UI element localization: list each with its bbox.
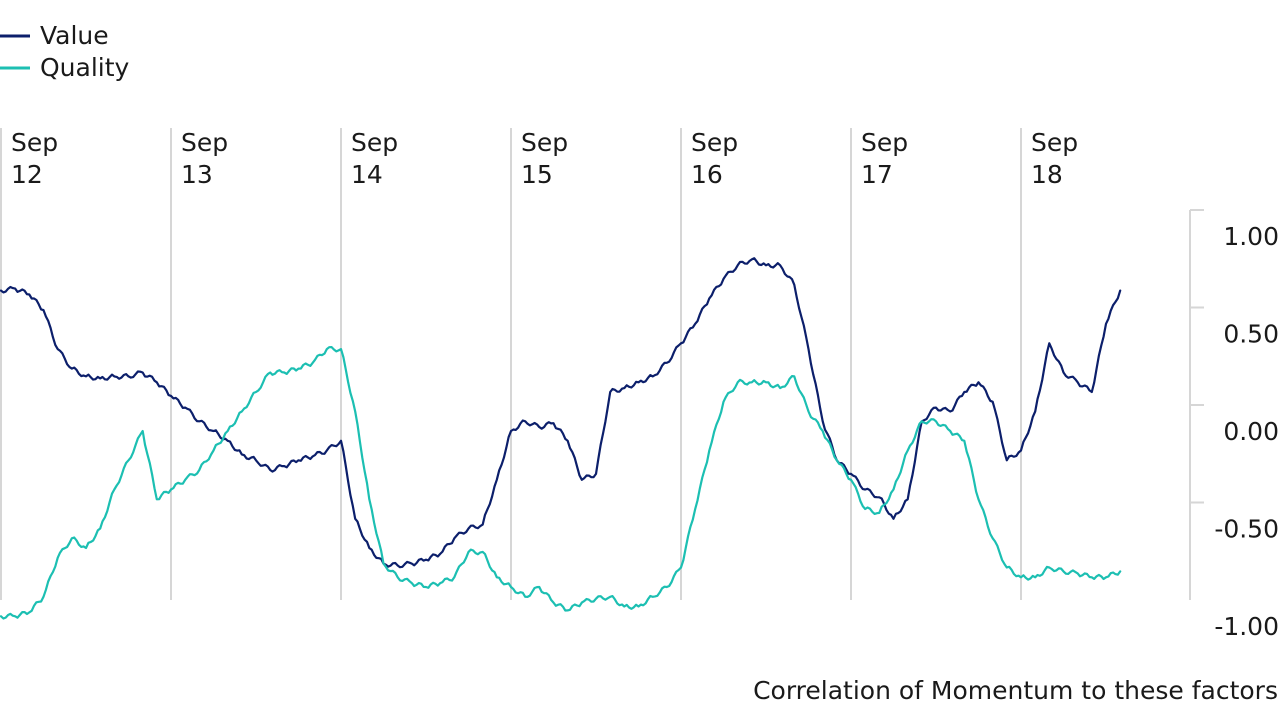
x-tick-month: Sep: [11, 128, 58, 157]
x-tick-year: 17: [861, 160, 893, 189]
chart-caption: Correlation of Momentum to these factors: [753, 676, 1278, 705]
x-tick-month: Sep: [861, 128, 908, 157]
y-axis: 1.00 0.50 0.00 -0.50 -1.00: [1189, 209, 1279, 641]
y-tick-label: 0.00: [1223, 417, 1279, 446]
x-tick-year: 14: [351, 160, 383, 189]
y-tick-label: 0.50: [1223, 320, 1279, 349]
y-tick-label: -1.00: [1214, 612, 1279, 641]
x-axis-tick-labels: Sep 12 Sep 13 Sep 14 Sep 15 Sep 16 Sep 17 Sep 18: [11, 128, 1078, 189]
x-tick-year: 16: [691, 160, 723, 189]
x-tick-year: 18: [1031, 160, 1063, 189]
x-tick-year: 13: [181, 160, 213, 189]
y-tick-label: -0.50: [1214, 515, 1279, 544]
x-tick-year: 12: [11, 160, 43, 189]
x-tick-year: 15: [521, 160, 553, 189]
x-tick-month: Sep: [351, 128, 398, 157]
legend: Value Quality: [0, 21, 130, 82]
legend-label-quality: Quality: [40, 53, 130, 82]
series-line-value: [0, 257, 1122, 569]
y-tick-label: 1.00: [1223, 222, 1279, 251]
series-lines: [0, 257, 1122, 620]
x-tick-month: Sep: [691, 128, 738, 157]
x-tick-month: Sep: [521, 128, 568, 157]
gridlines: [0, 128, 1022, 600]
x-tick-month: Sep: [1031, 128, 1078, 157]
x-tick-month: Sep: [181, 128, 228, 157]
series-line-quality: [0, 346, 1122, 620]
legend-label-value: Value: [40, 21, 109, 50]
